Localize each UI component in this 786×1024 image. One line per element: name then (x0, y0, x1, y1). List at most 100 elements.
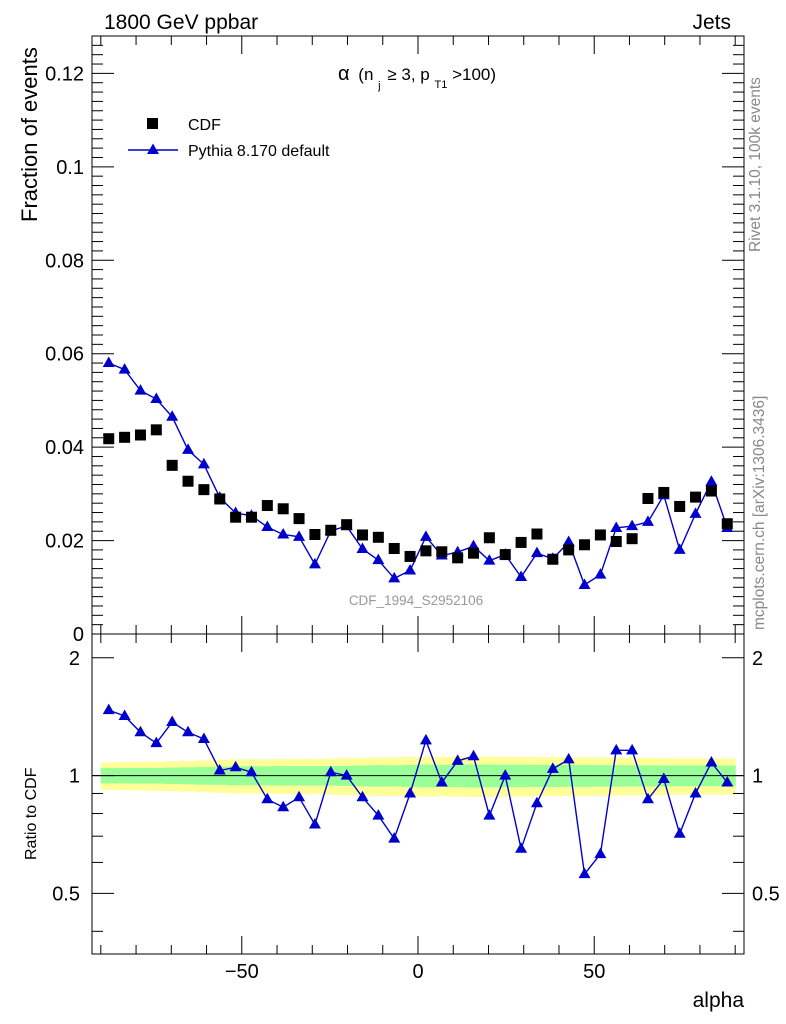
pythia-point (578, 578, 591, 589)
header-right-label: Jets (692, 11, 731, 34)
cdf-point (531, 528, 543, 540)
ratio-point (293, 790, 306, 802)
legend: CDF Pythia 8.170 default (128, 117, 330, 160)
ratio-point (594, 847, 607, 859)
mcplots-label: mcplots.cern.ch [arXiv:1306.3436] (751, 396, 768, 630)
cdf-point (594, 529, 606, 541)
main-axis-ticks (92, 35, 744, 635)
main-ytick-label: 0.12 (45, 63, 84, 85)
cdf-point (277, 503, 289, 515)
ratio-point (435, 776, 448, 787)
cdf-point (705, 485, 717, 497)
ratio-point (562, 752, 575, 764)
cdf-point (214, 493, 226, 505)
main-ytick-label: 0.02 (45, 531, 84, 553)
cdf-point (468, 547, 480, 559)
pythia-point (356, 542, 369, 553)
pythia-point (118, 363, 131, 374)
ratio-point (134, 725, 147, 737)
pythia-point (689, 507, 702, 518)
ratio-point (277, 800, 290, 812)
cdf-point (325, 524, 337, 536)
ratio-point (657, 772, 670, 783)
cdf-point (119, 431, 131, 443)
cdf-point (134, 429, 146, 441)
ratio-ytick-label-left: 0.5 (52, 883, 80, 905)
x-tick-label: −50 (225, 961, 259, 983)
pythia-point (530, 546, 543, 558)
cdf-point (198, 484, 210, 496)
ratio-point (721, 776, 734, 787)
main-plot-area (102, 356, 734, 589)
cdf-point (547, 553, 559, 565)
x-tick-label: 50 (583, 961, 605, 983)
cdf-point (103, 433, 115, 445)
pythia-point (404, 563, 417, 575)
ratio-point (673, 827, 686, 838)
cdf-point (658, 486, 670, 498)
ratio-point (626, 743, 639, 755)
main-ytick-labels: 0 0.02 0.04 0.06 0.08 0.1 0.12 (45, 63, 84, 646)
cdf-point (261, 500, 273, 512)
cdf-point (182, 475, 194, 487)
ratio-point (197, 732, 210, 744)
ratio-ytick-label-left: 2 (69, 648, 80, 670)
cdf-point (499, 549, 511, 561)
pythia-point (626, 519, 639, 531)
ratio-point (499, 769, 512, 780)
ratio-point (530, 796, 543, 808)
cdf-point (610, 535, 622, 547)
ratio-point (118, 709, 131, 720)
ratio-plot-area (102, 703, 734, 879)
pythia-point (182, 443, 195, 454)
cdf-point (372, 531, 384, 543)
ratio-panel: 0.5 0.5 1 1 2 2 −50 0 50 (52, 633, 780, 983)
legend-cdf-label: CDF (188, 117, 221, 134)
pythia-point (308, 557, 321, 569)
cdf-point (579, 539, 591, 551)
ratio-ytick-label-left: 1 (69, 766, 80, 788)
title-close: >100) (452, 65, 496, 84)
cdf-point (420, 545, 432, 557)
ratio-point (166, 715, 179, 727)
pythia-point (372, 553, 385, 565)
ratio-point (610, 743, 623, 755)
pythia-point (515, 570, 528, 582)
cdf-point (626, 533, 638, 545)
ratio-point (213, 764, 226, 775)
cdf-point (404, 550, 416, 562)
title-sub-t1: T1 (435, 79, 448, 91)
cdf-point (293, 513, 305, 525)
ratio-ytick-label-right: 1 (752, 766, 763, 788)
main-ytick-label: 0.1 (56, 157, 84, 179)
ratio-point (483, 809, 496, 820)
x-tick-label: 0 (412, 961, 423, 983)
ratio-point (372, 809, 385, 820)
ratio-point (641, 792, 654, 804)
pythia-point (166, 410, 179, 421)
cdf-point (230, 511, 242, 523)
pythia-point (467, 539, 480, 551)
ratio-axis-ticks (92, 634, 744, 954)
ratio-point (404, 786, 417, 798)
x-tick-labels: −50 0 50 (225, 961, 606, 983)
rivet-version-label: Rivet 3.1.10, 100k events (747, 77, 764, 252)
xlabel: alpha (693, 989, 745, 1012)
cdf-point (309, 528, 321, 540)
ratio-frame (91, 633, 745, 955)
pythia-point (261, 520, 274, 532)
ratio-point (515, 842, 528, 853)
legend-pythia-label: Pythia 8.170 default (188, 143, 330, 160)
pythia-point (293, 530, 306, 541)
pythia-point (134, 384, 147, 395)
ratio-point (388, 832, 401, 843)
pythia-point (562, 535, 575, 546)
header-left-label: 1800 GeV ppbar (104, 11, 258, 34)
main-ytick-label: 0.06 (45, 344, 84, 366)
main-ylabel: Fraction of events (17, 47, 42, 222)
ratio-point (578, 867, 591, 879)
cdf-point (341, 519, 353, 531)
pythia-point (102, 356, 115, 368)
cdf-point (674, 500, 686, 512)
ratio-point (451, 754, 464, 765)
